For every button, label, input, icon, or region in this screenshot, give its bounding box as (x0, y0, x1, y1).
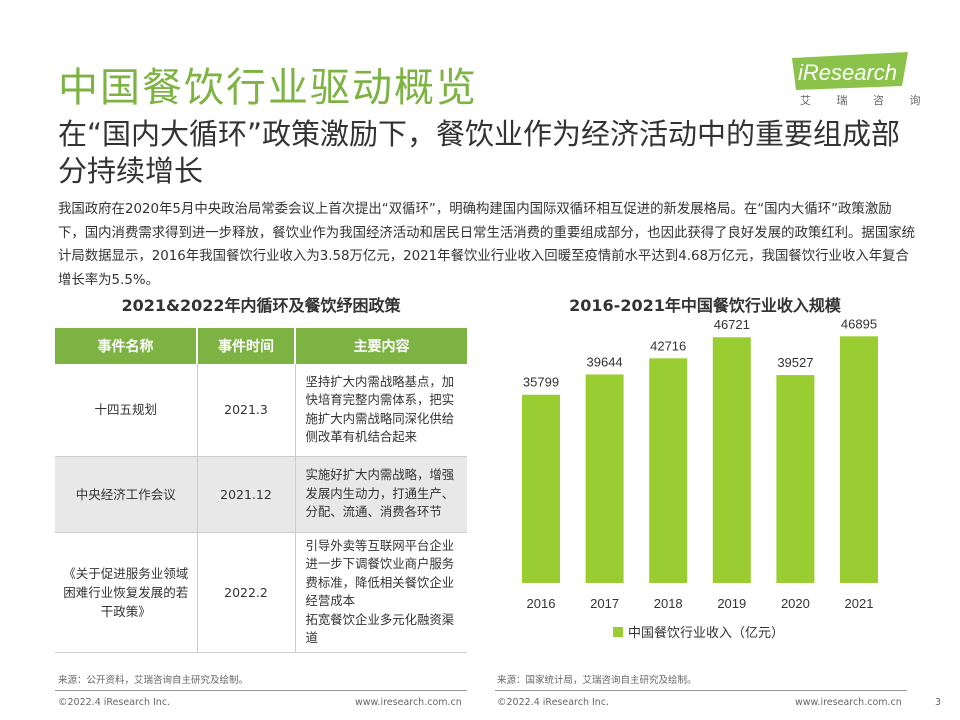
event-name: 中央经济工作会议 (55, 456, 198, 533)
footer-divider-right (495, 690, 907, 691)
x-tick-label-2016: 2016 (527, 596, 556, 611)
table-row: 《关于促进服务业领域困难行业恢复发展的若干政策》 2022.2 引导外卖等互联网… (55, 532, 467, 653)
bar-2021 (840, 336, 878, 583)
footer-copyright-right: ©2022.4 iResearch Inc. (497, 697, 610, 708)
logo-text: iResearch (798, 60, 898, 85)
event-content: 实施好扩大内需战略，增强发展内生动力，打通生产、分配、流通、消费各环节 (295, 456, 467, 533)
header-event-name: 事件名称 (55, 328, 198, 364)
event-name: 十四五规划 (55, 364, 198, 457)
event-name: 《关于促进服务业领域困难行业恢复发展的若干政策》 (55, 532, 198, 653)
slide-subtitle: 在“国内大循环”政策激励下，餐饮业作为经济活动中的重要组成部分持续增长 (58, 117, 901, 188)
page-number: 3 (935, 697, 942, 708)
event-content: 坚持扩大内需战略基点，加快培育完整内需体系，把实施扩大内需战略同深化供给侧改革有… (295, 364, 467, 457)
x-tick-label-2019: 2019 (717, 596, 746, 611)
logo-shape (792, 52, 908, 90)
footer-divider-left (55, 690, 467, 691)
x-tick-label-2020: 2020 (781, 596, 810, 611)
event-content: 引导外卖等互联网平台企业进一步下调餐饮业商户服务费标准，降低相关餐饮企业经营成本… (295, 532, 467, 653)
iresearch-logo: iResearch (792, 52, 912, 110)
x-tick-label-2021: 2021 (845, 596, 874, 611)
event-time: 2021.12 (197, 456, 296, 533)
body-paragraph: 我国政府在2020年5月中央政治局常委会议上首次提出“双循环”，明确构建国内国际… (58, 202, 915, 288)
source-note-right: 来源：国家统计局，艾瑞咨询自主研究及绘制。 (497, 675, 697, 686)
table-row: 中央经济工作会议 2021.12 实施好扩大内需战略，增强发展内生动力，打通生产… (55, 456, 467, 533)
x-tick-label-2018: 2018 (654, 596, 683, 611)
source-note-left: 来源：公开资料，艾瑞咨询自主研究及绘制。 (58, 675, 249, 686)
revenue-bar-chart: 35799 2016 39644 2017 42716 2018 46721 2019 3952… (522, 316, 878, 641)
page-title: 中国餐饮行业驱动概览 (58, 65, 478, 111)
data-label-2018: 42716 (650, 338, 686, 353)
data-label-2016: 35799 (523, 375, 559, 390)
logo-subtitle: 艾 瑞 咨 询 (800, 94, 932, 107)
bar-2016 (522, 394, 560, 583)
bar-2018 (649, 358, 688, 583)
data-label-2021: 46895 (841, 316, 877, 331)
bar-2020 (776, 375, 815, 583)
data-label-2020: 39527 (777, 355, 813, 370)
header-main-content: 主要内容 (295, 328, 467, 364)
table-header-row: 事件名称 事件时间 主要内容 (55, 328, 467, 364)
event-time: 2021.3 (197, 364, 296, 457)
chart-title: 2016-2021年中国餐饮行业收入规模 (569, 296, 841, 315)
bar-2019 (712, 337, 751, 583)
header-event-time: 事件时间 (197, 328, 296, 364)
footer-url-left: www.iresearch.com.cn (355, 697, 462, 708)
data-label-2017: 39644 (587, 354, 623, 369)
x-tick-label-2017: 2017 (590, 596, 619, 611)
table-row: 十四五规划 2021.3 坚持扩大内需战略基点，加快培育完整内需体系，把实施扩大… (55, 364, 467, 457)
bar-2017 (585, 374, 624, 583)
data-label-2019: 46721 (714, 317, 750, 332)
legend-swatch (613, 627, 623, 637)
policy-table: 事件名称 事件时间 主要内容 十四五规划 2021.3 坚持扩大内需战略基点，加… (55, 328, 467, 653)
footer-url-right: www.iresearch.com.cn (795, 697, 902, 708)
legend-label: 中国餐饮行业收入（亿元） (628, 625, 784, 641)
event-time: 2022.2 (197, 532, 296, 653)
footer-copyright-left: ©2022.4 iResearch Inc. (58, 697, 171, 708)
table-title: 2021&2022年内循环及餐饮纾困政策 (121, 296, 401, 315)
